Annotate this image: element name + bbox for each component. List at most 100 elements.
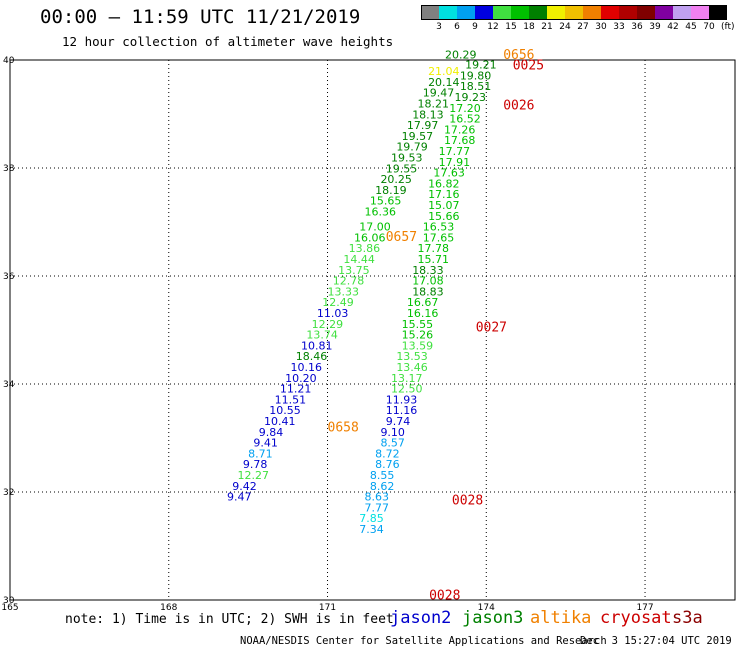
legend-jason3: jason3 bbox=[462, 608, 524, 628]
wave-height-reading: 8.57 bbox=[380, 437, 405, 450]
lon-tick-label: 165 bbox=[1, 603, 18, 613]
scale-swatch bbox=[673, 5, 691, 20]
map-frame bbox=[9, 59, 736, 601]
wave-height-reading: 17.97 bbox=[407, 119, 439, 132]
wave-height-reading: 18.51 bbox=[460, 80, 492, 93]
wave-height-reading: 8.55 bbox=[370, 469, 395, 482]
wave-height-reading: 11.21 bbox=[280, 383, 312, 396]
wave-height-reading: 9.10 bbox=[380, 426, 405, 439]
scale-label: 45 bbox=[685, 22, 697, 32]
scale-swatch bbox=[637, 5, 655, 20]
wave-height-reading: 17.16 bbox=[428, 188, 460, 201]
wave-height-reading: 10.81 bbox=[301, 339, 333, 352]
wave-height-reading: 18.19 bbox=[375, 184, 407, 197]
map-subtitle: 12 hour collection of altimeter wave hei… bbox=[62, 34, 394, 49]
lon-tick-label: 174 bbox=[478, 603, 495, 613]
wave-height-reading: 17.20 bbox=[449, 102, 481, 115]
wave-height-reading: 21.04 bbox=[428, 65, 460, 78]
wave-height-reading: 11.51 bbox=[275, 393, 307, 406]
wave-height-reading: 9.47 bbox=[227, 491, 252, 504]
wave-height-reading: 17.77 bbox=[439, 145, 471, 158]
credit-line: NOAA/NESDIS Center for Satellite Applica… bbox=[240, 635, 607, 647]
wave-height-reading: 9.41 bbox=[253, 437, 278, 450]
wave-height-reading: 12.78 bbox=[333, 275, 365, 288]
wave-height-reading: 10.41 bbox=[264, 415, 296, 428]
wave-height-reading: 14.44 bbox=[343, 253, 375, 266]
pass-time-label: 0028 bbox=[452, 493, 483, 508]
wave-height-reading: 16.16 bbox=[407, 307, 439, 320]
wave-height-reading: 16.53 bbox=[423, 221, 455, 234]
wave-height-reading: 15.71 bbox=[417, 253, 449, 266]
scale-label: 42 bbox=[667, 22, 679, 32]
scale-swatch bbox=[529, 5, 547, 20]
wave-height-reading: 16.67 bbox=[407, 296, 439, 309]
scale-label: 3 bbox=[436, 22, 442, 32]
wave-height-reading: 13.46 bbox=[396, 361, 428, 374]
wave-height-reading: 8.63 bbox=[365, 491, 390, 504]
wave-height-reading: 15.66 bbox=[428, 210, 460, 223]
lon-tick-label: 171 bbox=[319, 603, 336, 613]
wave-height-reading: 13.53 bbox=[396, 350, 428, 363]
lon-tick-label: 168 bbox=[160, 603, 177, 613]
wave-height-reading: 17.65 bbox=[423, 231, 455, 244]
wave-height-reading: 11.16 bbox=[386, 404, 418, 417]
wave-height-reading: 12.27 bbox=[238, 469, 270, 482]
wave-height-reading: 17.00 bbox=[359, 221, 391, 234]
scale-label: 9 bbox=[472, 22, 478, 32]
lat-tick-label: 30 bbox=[3, 596, 15, 606]
scale-label: 15 bbox=[505, 22, 517, 32]
scale-swatch bbox=[457, 5, 475, 20]
legend-altika: altika bbox=[530, 608, 592, 628]
wave-height-reading: 15.55 bbox=[402, 318, 434, 331]
scale-swatch bbox=[619, 5, 637, 20]
scale-swatch bbox=[655, 5, 673, 20]
wave-height-reading: 17.78 bbox=[417, 242, 449, 255]
scale-swatch bbox=[709, 5, 727, 20]
scale-label: 33 bbox=[613, 22, 625, 32]
wave-height-reading: 10.55 bbox=[269, 404, 301, 417]
wave-height-reading: 13.59 bbox=[402, 339, 434, 352]
wave-height-reading: 8.72 bbox=[375, 447, 400, 460]
scale-swatch bbox=[475, 5, 493, 20]
wave-height-reading: 20.25 bbox=[380, 173, 412, 186]
lat-tick-label: 34 bbox=[3, 380, 15, 390]
wave-height-reading: 11.03 bbox=[317, 307, 349, 320]
wave-height-reading: 8.62 bbox=[370, 480, 395, 493]
scale-swatch bbox=[421, 5, 439, 20]
wave-height-reading: 18.46 bbox=[296, 350, 328, 363]
wave-height-reading: 7.34 bbox=[359, 523, 384, 536]
wave-height-reading: 16.82 bbox=[428, 177, 460, 190]
scale-label: 21 bbox=[541, 22, 553, 32]
scale-label: 24 bbox=[559, 22, 571, 32]
wave-height-reading: 19.53 bbox=[391, 152, 423, 165]
pass-time-label: 0025 bbox=[513, 59, 544, 74]
pass-time-label: 0658 bbox=[328, 421, 359, 436]
scale-swatch bbox=[565, 5, 583, 20]
pass-time-label: 0028 bbox=[429, 588, 460, 603]
scale-swatch bbox=[547, 5, 565, 20]
scale-swatch bbox=[493, 5, 511, 20]
wave-height-reading: 12.29 bbox=[312, 318, 344, 331]
wave-height-reading: 10.16 bbox=[290, 361, 322, 374]
wave-height-reading: 20.29 bbox=[445, 48, 477, 61]
scale-unit: (ft) bbox=[721, 22, 735, 32]
wave-height-reading: 19.47 bbox=[423, 87, 455, 100]
scale-label: 39 bbox=[649, 22, 661, 32]
wave-height-reading: 19.55 bbox=[386, 162, 418, 175]
lat-tick-label: 40 bbox=[3, 56, 15, 66]
wave-height-reading: 16.36 bbox=[365, 206, 397, 219]
wave-height-reading: 13.17 bbox=[391, 372, 423, 385]
legend-jason2: jason2 bbox=[390, 608, 452, 628]
wave-height-reading: 19.21 bbox=[465, 59, 497, 72]
scale-swatch bbox=[601, 5, 619, 20]
lon-tick-label: 177 bbox=[636, 603, 653, 613]
wave-height-reading: 13.33 bbox=[328, 285, 360, 298]
wave-height-reading: 9.74 bbox=[386, 415, 411, 428]
wave-height-reading: 13.74 bbox=[306, 329, 338, 342]
wave-height-reading: 8.71 bbox=[248, 447, 272, 460]
scale-border bbox=[421, 5, 727, 20]
lat-tick-label: 38 bbox=[3, 164, 15, 174]
wave-height-reading: 17.26 bbox=[444, 123, 476, 136]
wave-height-reading: 15.26 bbox=[402, 329, 434, 342]
